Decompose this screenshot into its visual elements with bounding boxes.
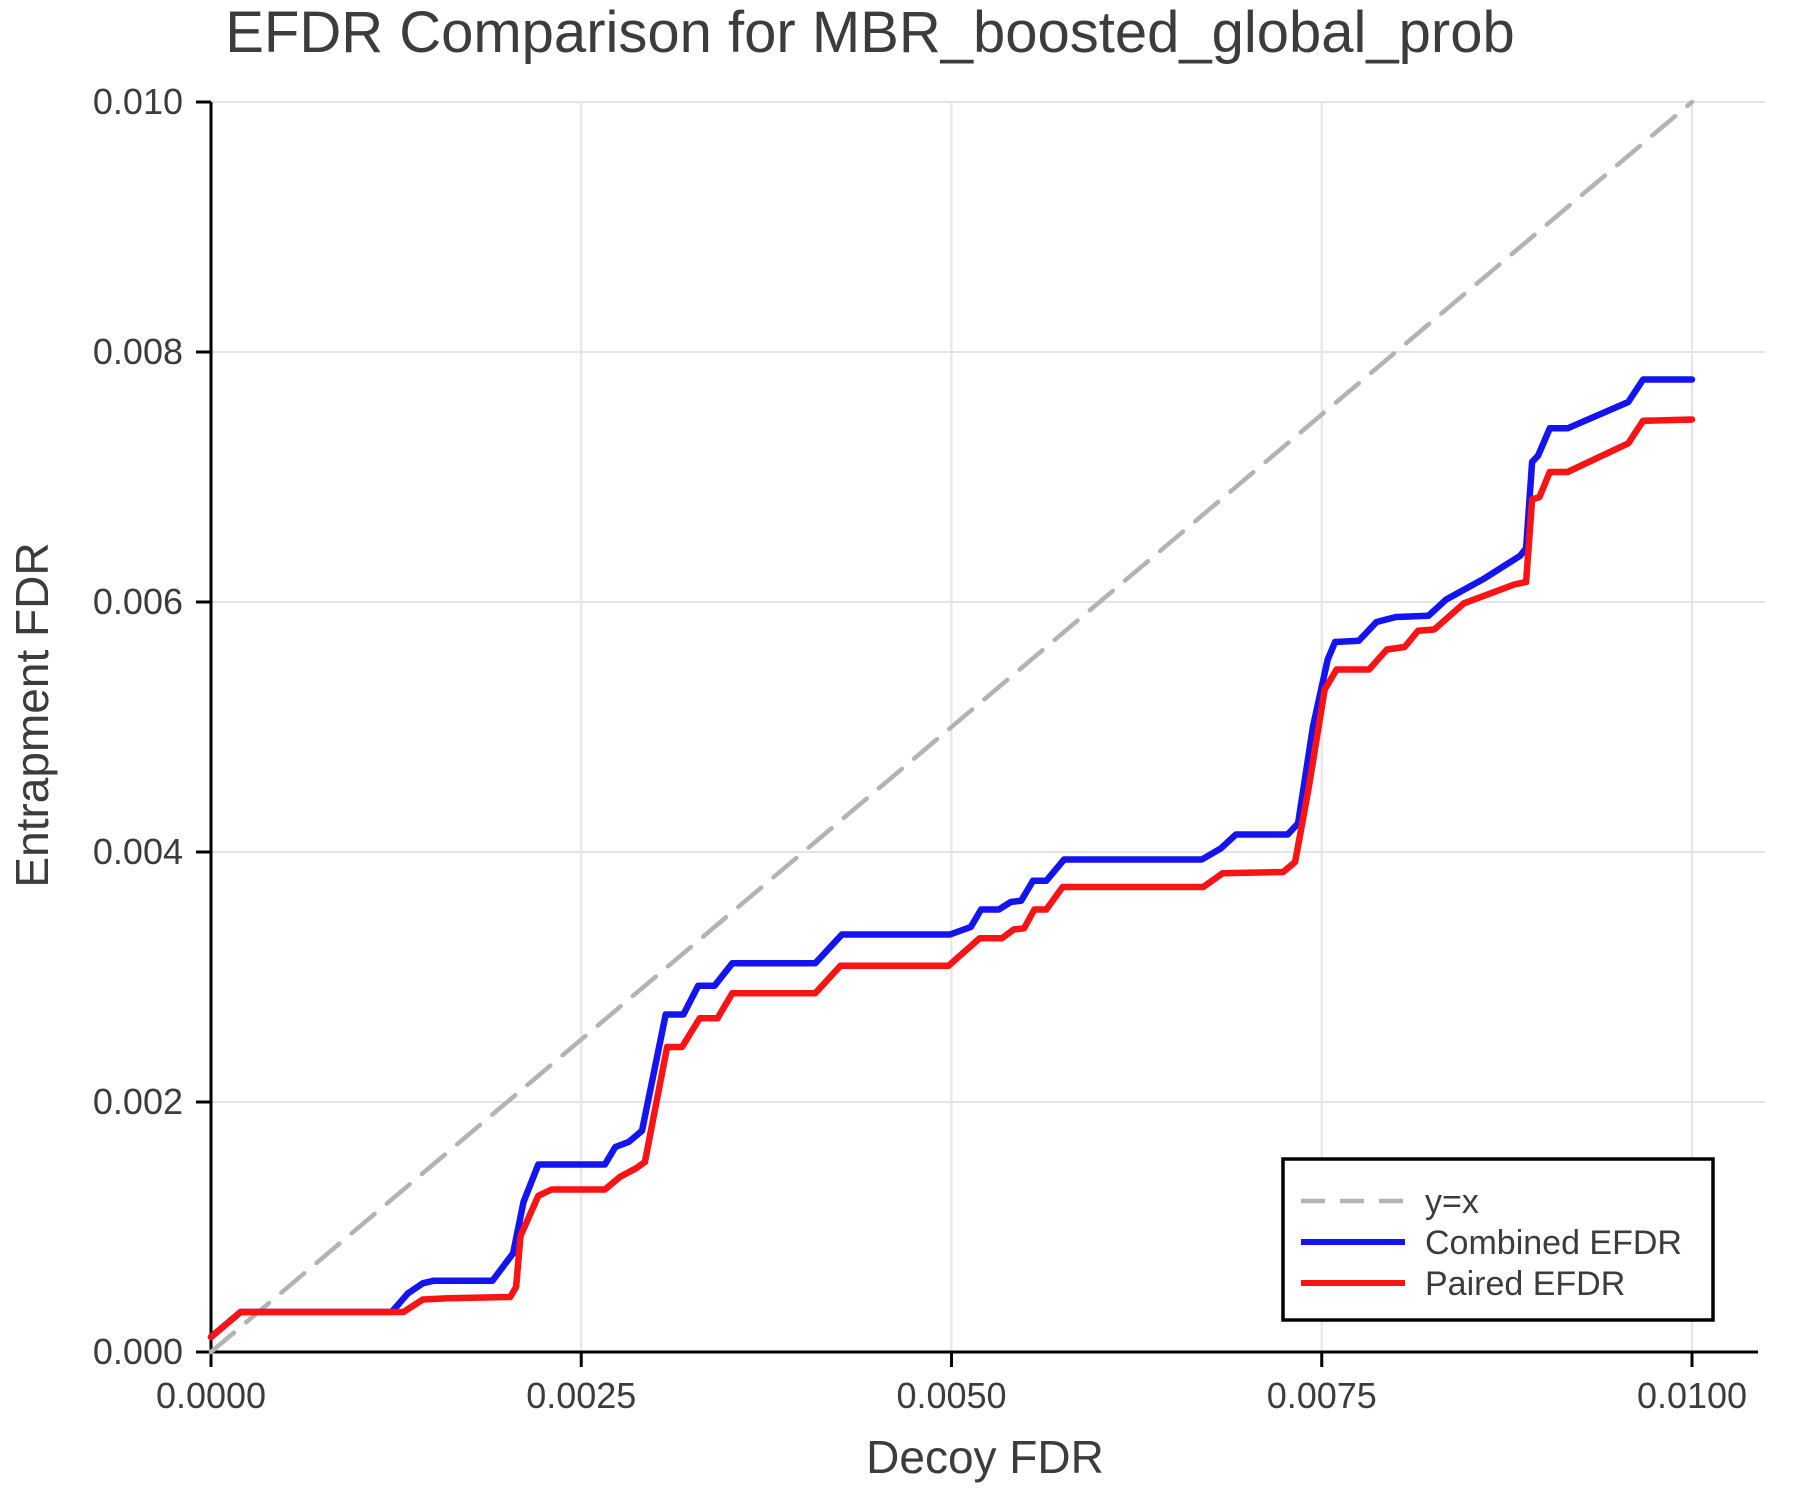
x-tick-label: 0.0025 [526,1375,636,1416]
tick-labels: 0.0000 0.0025 0.0050 0.0075 0.0100 0.000 0.002… [93,81,1747,1416]
legend-entry-label: Combined EFDR [1425,1224,1682,1262]
gridlines [211,101,1765,1352]
x-tick-label: 0.0000 [156,1375,266,1416]
y-tick-label: 0.006 [93,581,183,622]
y-tick-label: 0.004 [93,831,183,872]
y-tick-label: 0.008 [93,331,183,372]
y-tick-label: 0.010 [93,81,183,122]
legend-entry-label: y=x [1425,1183,1479,1221]
series-line-y-x [208,99,1695,1355]
x-tick-label: 0.0100 [1637,1375,1747,1416]
legend-entry-label: Paired EFDR [1425,1265,1625,1303]
y-tick-label: 0.002 [93,1081,183,1122]
y-axis-label: Entrapment FDR [6,542,58,887]
chart-title: EFDR Comparison for MBR_boosted_global_p… [225,0,1515,65]
series-line-combined-efdr [207,376,1696,1341]
x-axis-label: Decoy FDR [866,1431,1104,1483]
axes [196,100,1758,1367]
y-tick-label: 0.000 [93,1331,183,1372]
x-tick-label: 0.0075 [1267,1375,1377,1416]
series-line-paired-efdr [207,416,1696,1341]
series-lines [207,99,1696,1355]
x-tick-label: 0.0050 [896,1375,1006,1416]
